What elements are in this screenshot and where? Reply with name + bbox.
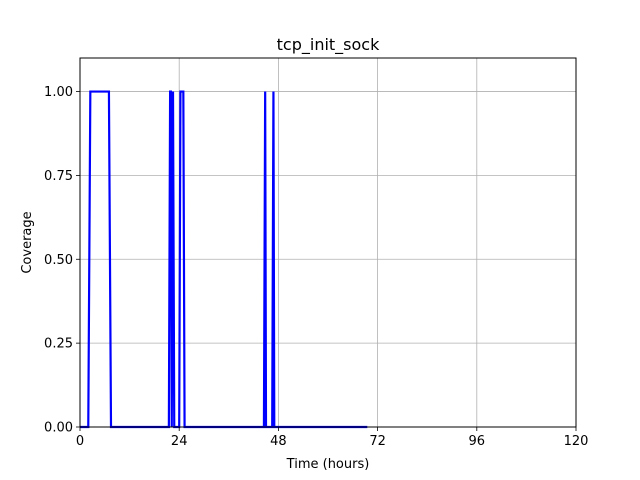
- chart-title: tcp_init_sock: [277, 35, 380, 55]
- x-tick-label: 72: [369, 434, 386, 449]
- plot-frame: [79, 57, 577, 428]
- series-layer: [80, 90, 368, 429]
- y-tick-label: 0.75: [44, 169, 73, 184]
- y-tick-label: 1.00: [44, 85, 73, 100]
- x-axis-ticks: 0 24 48 72 96 120: [76, 427, 589, 449]
- x-tick-label: 120: [564, 434, 589, 449]
- x-axis-label: Time (hours): [286, 457, 370, 472]
- y-tick-label: 0.50: [44, 253, 73, 268]
- grid: [79, 58, 577, 428]
- x-tick-label: 0: [76, 434, 84, 449]
- x-tick-label: 48: [270, 434, 287, 449]
- y-tick-label: 0.25: [44, 337, 73, 352]
- coverage-series-line: [80, 90, 368, 429]
- y-axis-label: Coverage: [20, 211, 35, 273]
- x-tick-label: 24: [171, 434, 188, 449]
- x-tick-label: 96: [469, 434, 486, 449]
- y-tick-label: 0.00: [44, 421, 73, 436]
- y-axis-ticks: 0.00 0.25 0.50 0.75 1.00: [44, 85, 80, 436]
